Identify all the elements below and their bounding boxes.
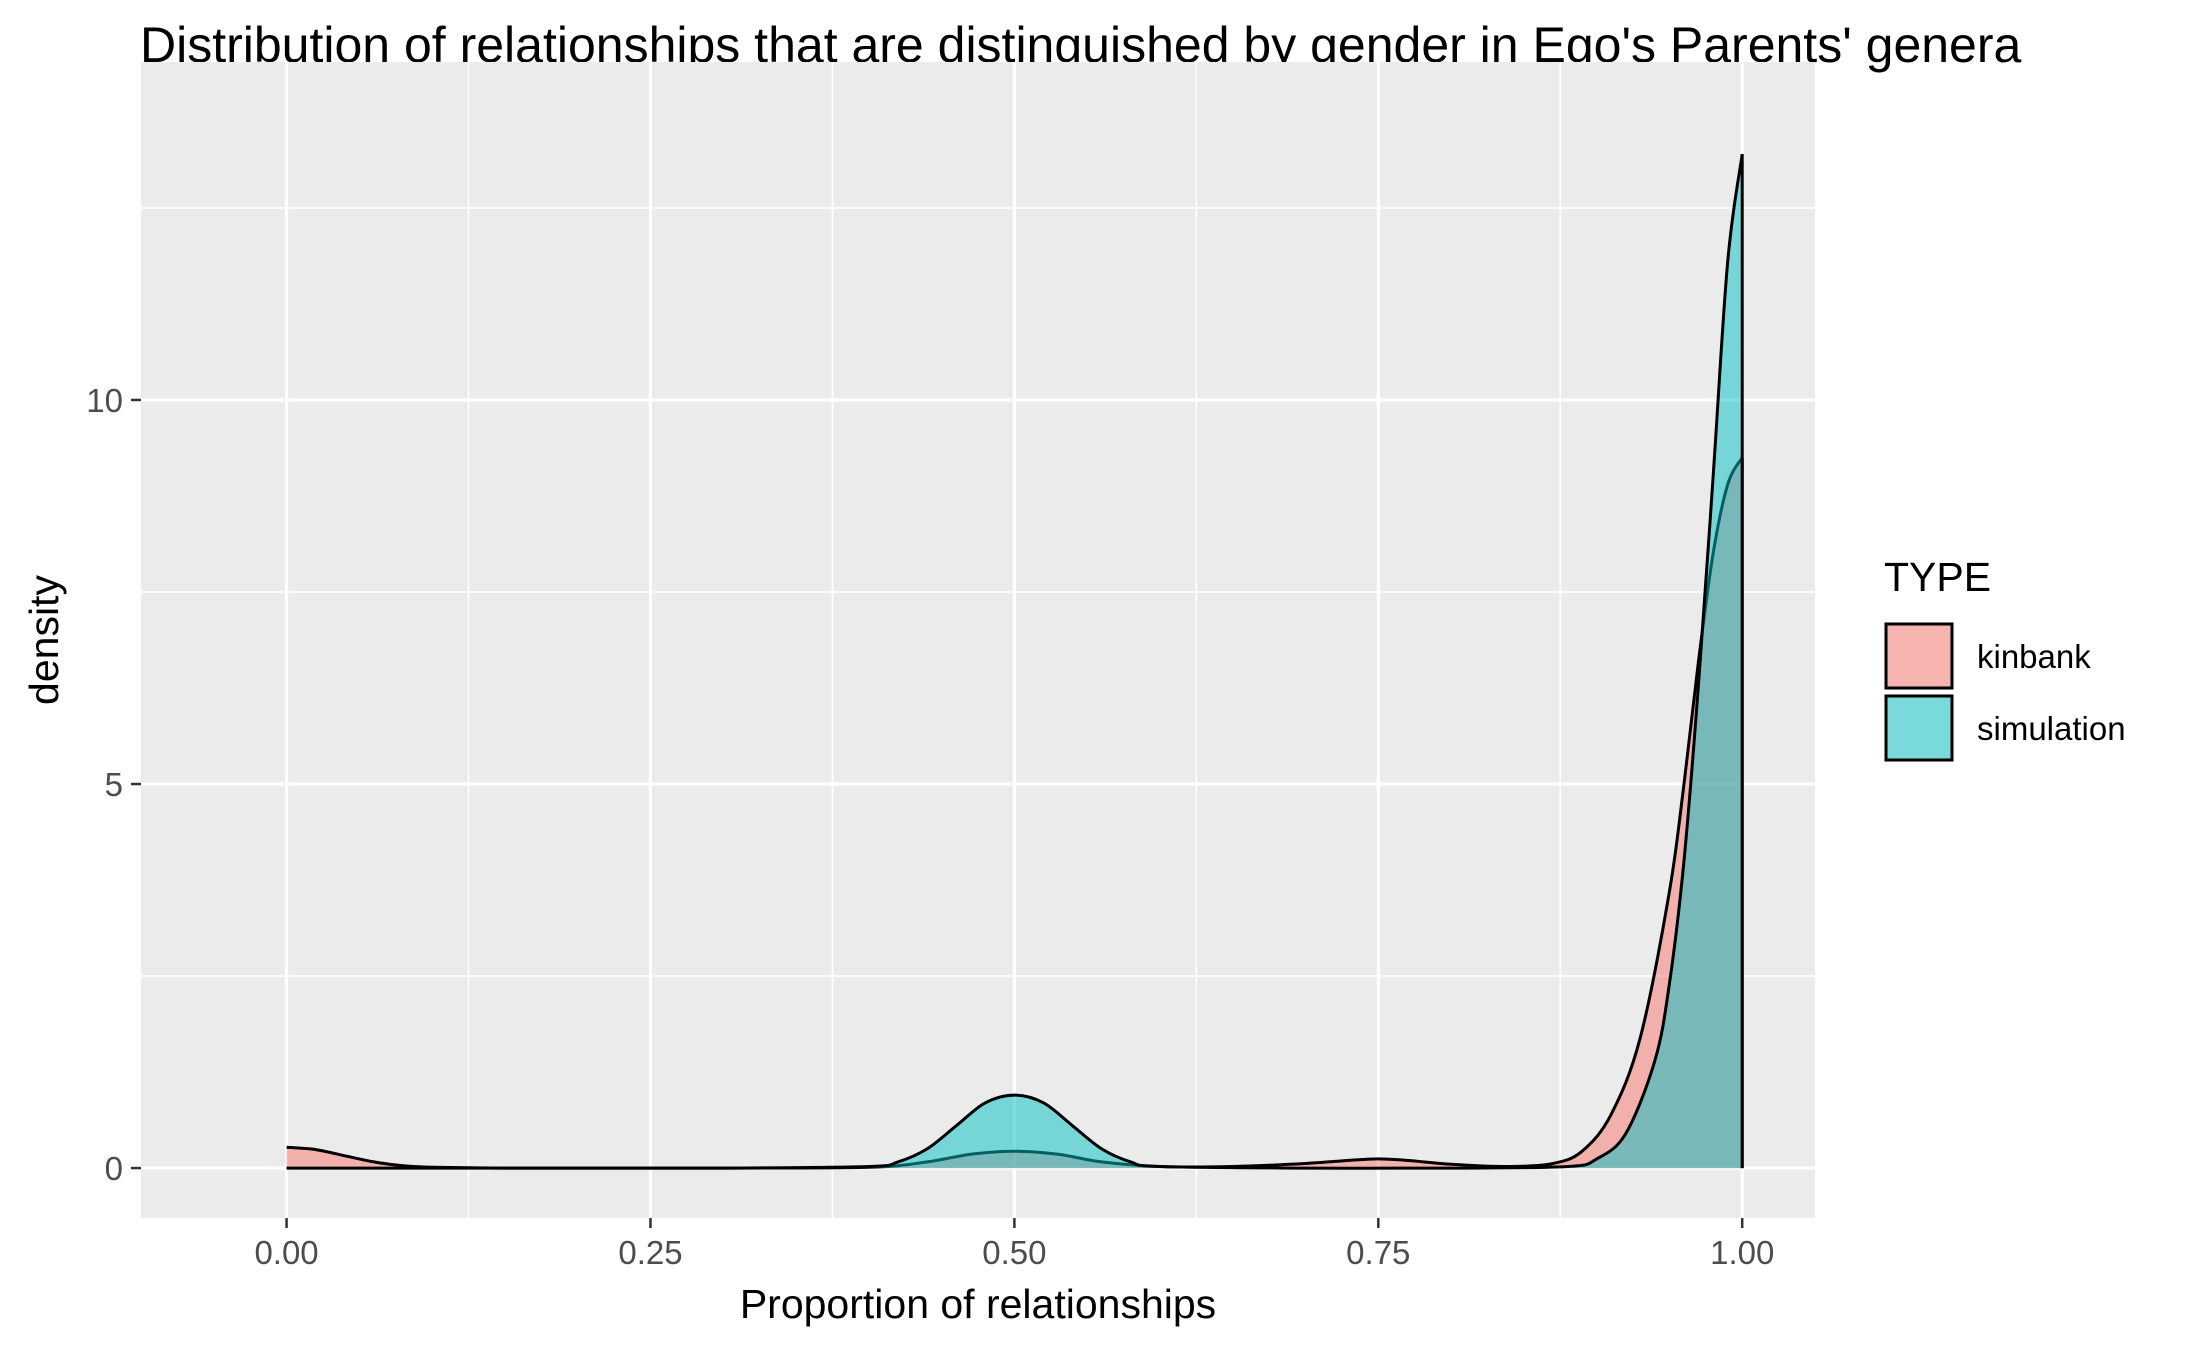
legend-label-simulation: simulation xyxy=(1977,710,2126,747)
x-tick-labels: 0.00 0.25 0.50 0.75 1.00 xyxy=(254,1234,1774,1271)
y-axis-title: density xyxy=(21,575,67,705)
x-tick-label: 0.25 xyxy=(618,1234,682,1271)
legend-swatch-kinbank xyxy=(1884,622,1954,690)
y-tick-label: 0 xyxy=(105,1150,123,1187)
x-tick-label: 0.50 xyxy=(982,1234,1046,1271)
x-tick-label: 0.00 xyxy=(254,1234,318,1271)
density-line-simulation xyxy=(286,154,1744,1170)
legend-title: TYPE xyxy=(1884,554,1991,600)
x-tick-label: 0.75 xyxy=(1346,1234,1410,1271)
y-tick-label: 10 xyxy=(86,382,123,419)
legend: TYPE kinbank simulation xyxy=(1884,554,2126,762)
legend-swatch-simulation xyxy=(1884,694,1954,762)
x-tick-label: 1.00 xyxy=(1710,1234,1774,1271)
grid-lines xyxy=(141,62,1815,1218)
x-axis-title: Proportion of relationships xyxy=(740,1281,1216,1327)
plot-panel xyxy=(141,62,1815,1218)
series-areas xyxy=(286,154,1744,1170)
legend-label-kinbank: kinbank xyxy=(1977,638,2091,675)
y-tick-label: 5 xyxy=(105,766,123,803)
y-tick-labels: 0 5 10 xyxy=(86,382,123,1187)
axis-ticks xyxy=(131,398,1744,1228)
